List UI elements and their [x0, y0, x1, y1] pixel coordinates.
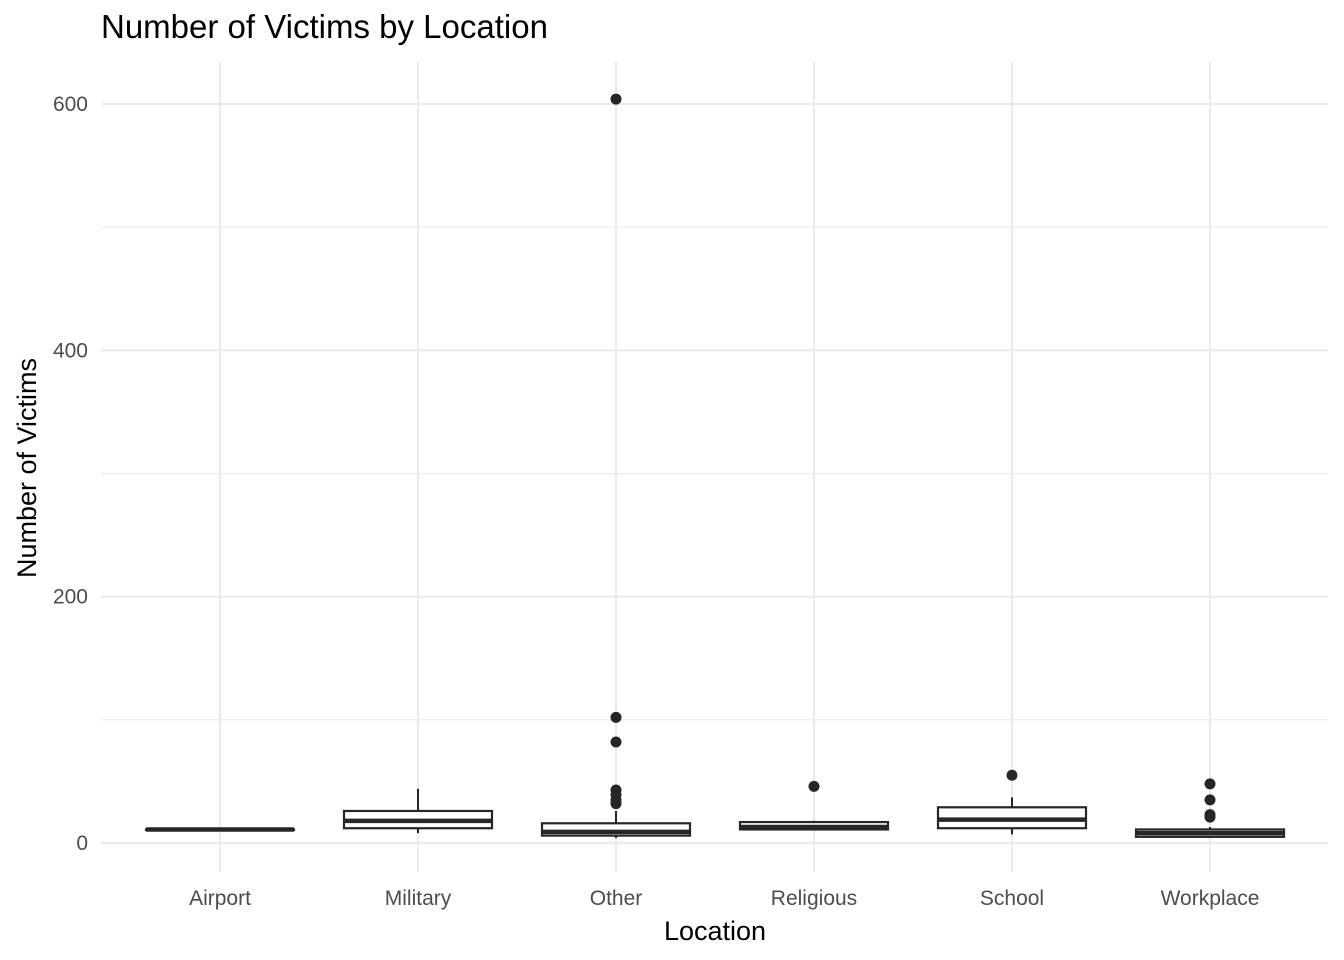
x-axis-title: Location	[664, 916, 766, 946]
chart-title: Number of Victims by Location	[101, 8, 548, 45]
outlier-point	[1006, 769, 1018, 781]
x-tick-label: Workplace	[1161, 887, 1260, 910]
outlier-point	[610, 93, 622, 105]
y-tick-label: 600	[53, 93, 88, 116]
x-tick-label: Airport	[189, 887, 251, 910]
outlier-point	[1204, 809, 1216, 821]
x-tick-label: Religious	[771, 887, 857, 910]
box	[738, 780, 890, 831]
x-tick-label: Military	[385, 887, 452, 910]
x-tick-label: School	[980, 887, 1044, 910]
outlier-point	[1204, 778, 1216, 790]
y-tick-label: 200	[53, 586, 88, 609]
outlier-point	[808, 780, 820, 792]
outlier-point	[610, 736, 622, 748]
y-axis-title: Number of Victims	[12, 358, 42, 578]
box	[1134, 778, 1286, 839]
x-tick-label: Other	[590, 887, 643, 910]
y-tick-label: 400	[53, 339, 88, 362]
box	[342, 788, 494, 834]
tick-labels: 0 200 400 600 Airport Military Other Religious S…	[53, 93, 1259, 910]
box	[936, 769, 1088, 835]
grid-lines	[101, 62, 1328, 872]
box	[540, 93, 692, 839]
y-tick-label: 0	[76, 832, 88, 855]
outlier-point	[1204, 794, 1216, 806]
box-series	[144, 93, 1286, 839]
box	[144, 827, 296, 832]
outlier-point	[610, 711, 622, 723]
outlier-point	[610, 784, 622, 796]
